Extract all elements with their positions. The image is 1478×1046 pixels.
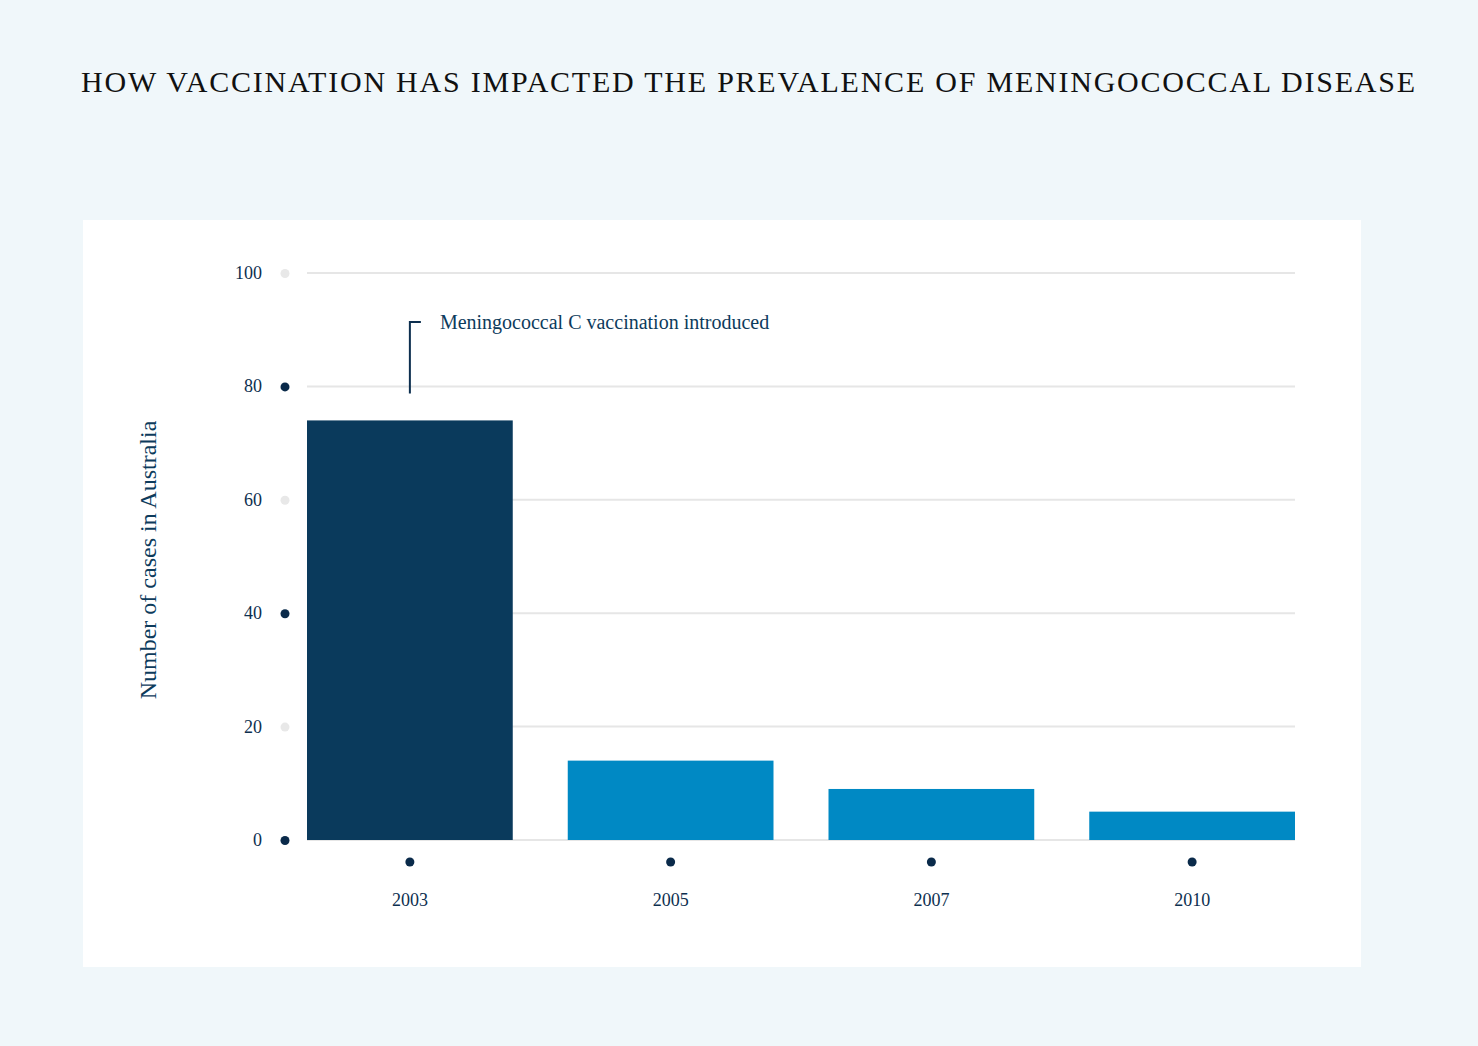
x-tick-dot <box>927 858 936 867</box>
y-tick-label: 20 <box>244 717 262 737</box>
x-tick-label: 2007 <box>913 890 949 910</box>
x-tick-dot <box>1188 858 1197 867</box>
y-tick-dot <box>281 723 290 732</box>
y-tick-label: 100 <box>235 263 262 283</box>
title: HOW VACCINATION HAS IMPACTED THE PREVALE… <box>81 65 1415 98</box>
panel <box>83 220 1361 967</box>
y-tick-dot <box>281 269 290 278</box>
y-tick-dot <box>281 609 290 618</box>
chart: HOW VACCINATION HAS IMPACTED THE PREVALE… <box>0 0 1478 1046</box>
y-axis-label: Number of cases in Australia <box>135 420 161 699</box>
y-tick-label: 0 <box>253 830 262 850</box>
y-tick-dot <box>281 836 290 845</box>
x-tick-label: 2005 <box>653 890 689 910</box>
grid-line <box>307 385 1295 387</box>
y-tick-label: 80 <box>244 376 262 396</box>
bar <box>829 789 1035 840</box>
bar <box>568 761 774 840</box>
x-tick-label: 2003 <box>392 890 428 910</box>
y-tick-label: 60 <box>244 490 262 510</box>
y-tick-label: 40 <box>244 603 262 623</box>
grid-line <box>307 272 1295 274</box>
x-tick-label: 2010 <box>1174 890 1210 910</box>
x-tick-dot <box>666 858 675 867</box>
y-tick-dot <box>281 382 290 391</box>
x-tick-dot <box>405 858 414 867</box>
y-tick-dot <box>281 496 290 505</box>
background <box>0 0 1478 1046</box>
bar <box>1089 812 1295 840</box>
bar <box>307 420 513 840</box>
bars <box>307 420 1295 840</box>
annotation-bracket <box>410 322 421 393</box>
annotation: Meningococcal C vaccination introduced <box>440 311 769 334</box>
